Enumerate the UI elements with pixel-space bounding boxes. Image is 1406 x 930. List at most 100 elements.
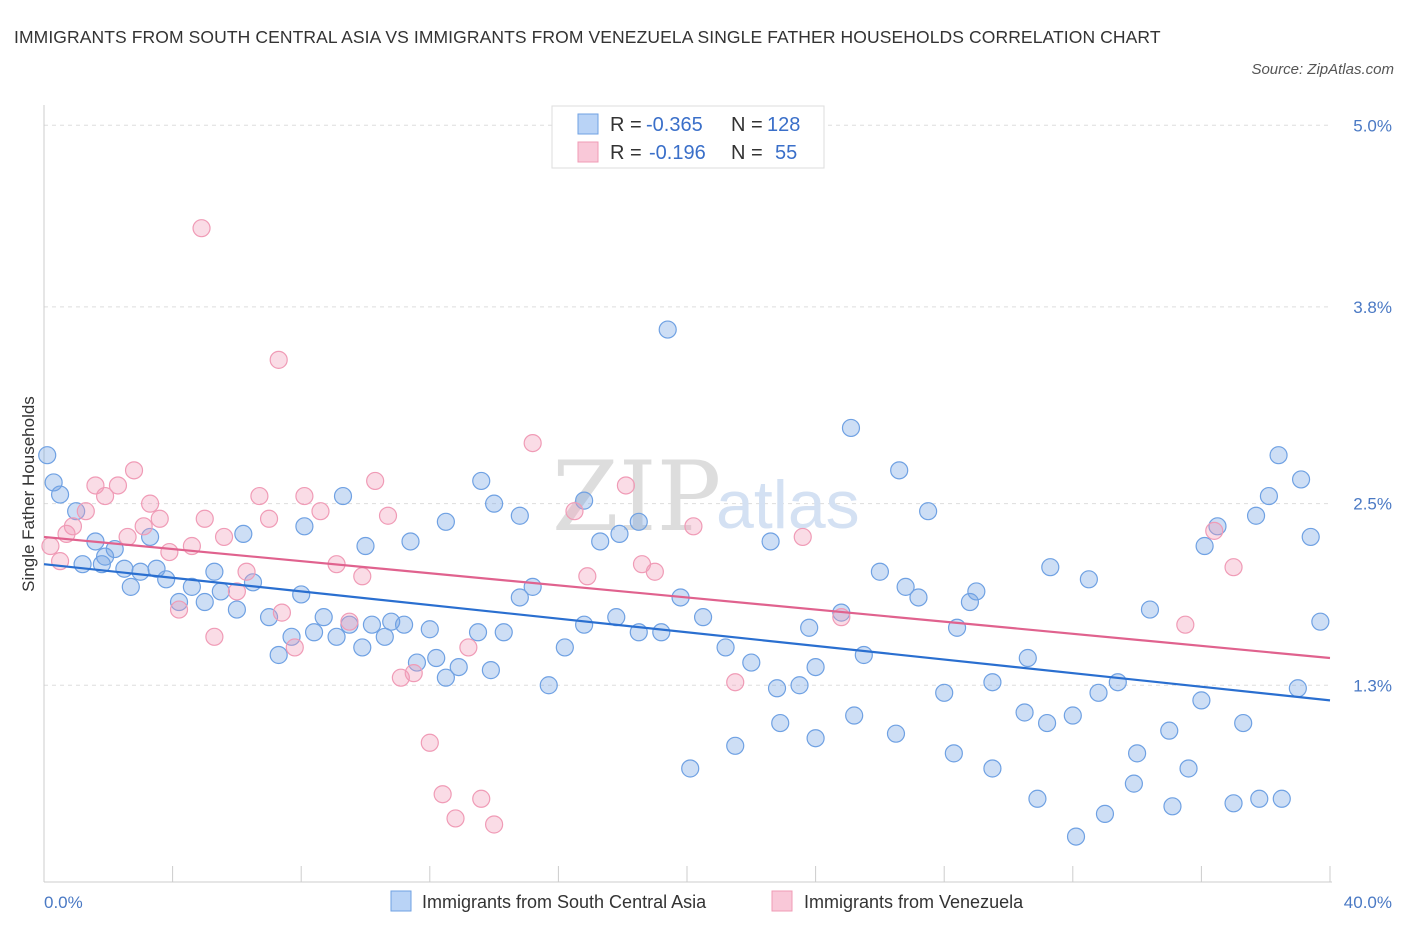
data-point-south-central-asia — [472, 471, 491, 491]
data-point-south-central-asia — [1234, 713, 1253, 733]
data-point-venezuela — [353, 567, 372, 586]
data-point-venezuela — [472, 789, 491, 808]
data-point-venezuela — [95, 486, 115, 506]
data-point-venezuela — [192, 219, 211, 238]
data-point-venezuela — [118, 527, 137, 547]
data-point-south-central-asia — [269, 645, 288, 665]
data-point-south-central-asia — [510, 588, 529, 607]
data-point-south-central-asia — [693, 608, 713, 627]
data-point-venezuela — [272, 603, 292, 622]
data-point-venezuela — [237, 562, 256, 581]
data-point-venezuela — [169, 600, 189, 619]
data-point-venezuela — [446, 809, 465, 828]
data-point-venezuela — [214, 527, 234, 547]
data-point-south-central-asia — [494, 623, 513, 642]
legend-n-value-1: 128 — [767, 114, 800, 136]
y-tick-label: 1.3% — [1353, 676, 1392, 695]
data-point-south-central-asia — [1311, 612, 1330, 631]
data-point-south-central-asia — [292, 585, 311, 604]
data-point-south-central-asia — [449, 657, 468, 677]
data-point-south-central-asia — [919, 502, 938, 521]
data-point-venezuela — [793, 527, 812, 547]
data-point-south-central-asia — [1063, 706, 1082, 725]
legend-n-label-1: N = — [731, 114, 763, 136]
axes — [43, 105, 1332, 883]
data-point-south-central-asia — [1079, 570, 1098, 589]
data-point-venezuela — [433, 785, 452, 804]
data-point-south-central-asia — [870, 562, 890, 581]
data-point-venezuela — [1176, 615, 1195, 634]
data-point-south-central-asia — [362, 615, 382, 634]
data-point-south-central-asia — [1195, 536, 1214, 556]
bottom-legend-swatch-south-central-asia — [390, 890, 412, 912]
data-point-venezuela — [160, 542, 179, 562]
data-point-south-central-asia — [1250, 789, 1269, 808]
data-point-south-central-asia — [726, 736, 745, 755]
data-point-south-central-asia — [806, 729, 825, 748]
data-point-south-central-asia — [1269, 446, 1288, 465]
data-point-south-central-asia — [742, 653, 761, 672]
data-point-south-central-asia — [967, 582, 986, 601]
data-point-south-central-asia — [1163, 797, 1182, 816]
data-point-south-central-asia — [806, 657, 825, 677]
data-point-south-central-asia — [169, 592, 189, 612]
trendline-venezuela — [43, 535, 1331, 660]
data-point-venezuela — [523, 433, 542, 453]
data-point-south-central-asia — [1089, 683, 1108, 702]
data-point-south-central-asia — [1028, 789, 1047, 808]
data-point-south-central-asia — [1095, 804, 1115, 823]
data-point-south-central-asia — [282, 627, 301, 646]
bottom-legend-label-venezuela: Immigrants from Venezuela — [804, 892, 1024, 912]
data-point-south-central-asia — [944, 744, 963, 763]
data-point-venezuela — [140, 494, 160, 513]
data-point-south-central-asia — [436, 512, 455, 531]
data-point-venezuela — [259, 509, 279, 528]
data-point-venezuela — [340, 612, 359, 631]
source-label: Source: ZipAtlas.com — [1251, 61, 1394, 78]
data-point-south-central-asia — [1192, 691, 1211, 710]
data-point-south-central-asia — [1288, 679, 1307, 698]
data-point-south-central-asia — [771, 713, 790, 733]
data-point-south-central-asia — [205, 562, 224, 581]
data-point-south-central-asia — [716, 638, 735, 657]
chart-title: IMMIGRANTS FROM SOUTH CENTRAL ASIA VS IM… — [14, 27, 1161, 47]
data-point-south-central-asia — [427, 648, 446, 668]
data-point-south-central-asia — [539, 676, 558, 695]
data-point-venezuela — [41, 536, 60, 556]
data-point-south-central-asia — [652, 623, 671, 642]
data-point-south-central-asia — [896, 577, 915, 596]
x-tick-label-min: 0.0% — [44, 893, 83, 912]
bottom-legend-swatch-venezuela — [771, 890, 793, 912]
data-point-venezuela — [645, 562, 664, 581]
data-point-venezuela — [227, 582, 246, 601]
y-tick-label: 2.5% — [1353, 495, 1392, 514]
data-point-venezuela — [285, 638, 304, 657]
trendlines — [43, 535, 1331, 702]
data-point-venezuela — [366, 471, 385, 491]
data-point-south-central-asia — [854, 645, 873, 665]
data-point-south-central-asia — [314, 608, 333, 627]
data-point-venezuela — [565, 502, 584, 521]
bottom-legend: Immigrants from South Central Asia Immig… — [390, 890, 1024, 912]
legend-swatch-south-central-asia — [577, 113, 599, 135]
data-point-south-central-asia — [591, 532, 610, 551]
data-point-venezuela — [195, 509, 214, 528]
data-point-south-central-asia — [1272, 789, 1291, 808]
data-point-south-central-asia — [401, 532, 420, 551]
data-point-venezuela — [726, 673, 745, 692]
data-point-south-central-asia — [481, 661, 500, 680]
data-point-south-central-asia — [295, 517, 314, 536]
data-point-south-central-asia — [1140, 600, 1160, 619]
data-point-south-central-asia — [1259, 486, 1279, 506]
data-point-south-central-asia — [1124, 774, 1143, 793]
data-point-south-central-asia — [195, 592, 214, 612]
data-point-south-central-asia — [841, 418, 861, 438]
data-point-south-central-asia — [790, 676, 809, 695]
data-point-south-central-asia — [468, 623, 488, 642]
data-point-south-central-asia — [131, 562, 150, 581]
data-point-south-central-asia — [227, 600, 246, 619]
data-point-south-central-asia — [38, 446, 57, 465]
data-point-south-central-asia — [960, 592, 980, 612]
data-point-south-central-asia — [983, 673, 1002, 692]
